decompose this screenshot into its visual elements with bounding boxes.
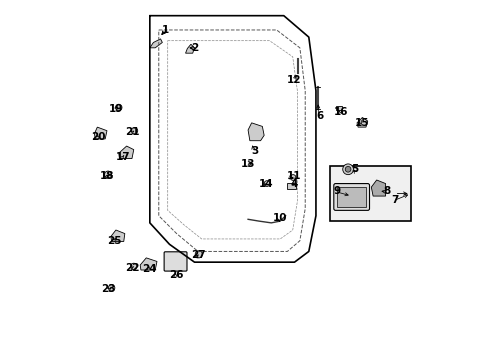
Polygon shape [119, 146, 134, 158]
Text: 10: 10 [272, 212, 287, 222]
Text: 20: 20 [91, 132, 105, 142]
Text: 17: 17 [116, 152, 130, 162]
Text: 9: 9 [333, 186, 340, 196]
Text: 21: 21 [124, 127, 139, 137]
Bar [337, 187, 365, 207]
Circle shape [264, 181, 269, 186]
Text: 19: 19 [108, 104, 123, 113]
Text: 8: 8 [383, 186, 390, 196]
Polygon shape [94, 127, 107, 139]
Polygon shape [111, 230, 124, 242]
Bar [335, 106, 341, 111]
Text: 5: 5 [351, 164, 358, 174]
Circle shape [108, 285, 115, 291]
Text: 18: 18 [100, 171, 114, 181]
Text: 16: 16 [333, 107, 347, 117]
Text: 3: 3 [251, 147, 258, 157]
Polygon shape [247, 123, 264, 141]
Text: 23: 23 [102, 284, 116, 294]
Bar [329, 166, 410, 221]
Text: 13: 13 [240, 159, 255, 169]
Text: 4: 4 [290, 179, 298, 189]
Polygon shape [149, 39, 162, 48]
Circle shape [131, 127, 138, 134]
Text: 14: 14 [258, 179, 273, 189]
Circle shape [290, 175, 295, 180]
Bar [287, 183, 296, 189]
Circle shape [130, 263, 137, 270]
Polygon shape [185, 44, 194, 53]
Text: 11: 11 [286, 171, 301, 181]
Text: 1: 1 [162, 25, 169, 35]
Text: 24: 24 [142, 264, 157, 274]
Circle shape [195, 251, 202, 258]
Text: 12: 12 [286, 75, 301, 85]
FancyBboxPatch shape [333, 184, 369, 210]
Text: 7: 7 [390, 195, 397, 204]
Circle shape [345, 166, 350, 172]
Text: 2: 2 [190, 43, 198, 53]
Polygon shape [356, 117, 367, 127]
Polygon shape [370, 180, 385, 196]
Polygon shape [140, 258, 157, 270]
Text: 15: 15 [354, 118, 369, 128]
Text: 6: 6 [315, 111, 323, 121]
Text: 27: 27 [190, 250, 205, 260]
Circle shape [115, 104, 122, 111]
Circle shape [342, 164, 353, 175]
Circle shape [104, 171, 111, 178]
Text: 25: 25 [107, 236, 121, 246]
Text: 22: 22 [124, 262, 139, 273]
FancyBboxPatch shape [164, 252, 186, 271]
Text: 26: 26 [169, 270, 183, 280]
